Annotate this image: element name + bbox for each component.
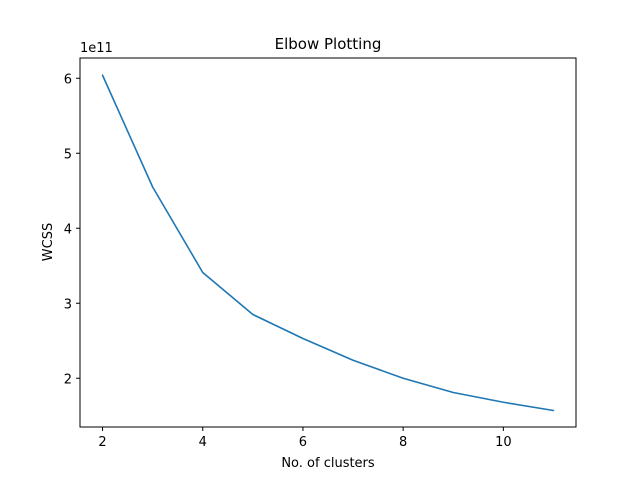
y-tick-label: 4 [64,222,72,237]
y-axis-ticks: 2 3 4 5 6 [64,72,80,387]
x-tick-label: 2 [98,435,106,450]
series-layer [101,74,555,412]
y-tick-label: 3 [64,297,72,312]
x-tick-label: 8 [399,435,407,450]
y-axis-label: WCSS [41,223,56,261]
y-axis-offset-label: 1e11 [80,41,113,56]
plot-frame [79,57,577,428]
y-tick-label: 2 [64,372,72,387]
x-axis-label: No. of clusters [281,456,375,471]
chart-title: Elbow Plotting [275,35,382,53]
x-tick-label: 6 [299,435,307,450]
x-axis-ticks: 2 4 6 8 10 [98,427,512,450]
x-tick-label: 4 [199,435,207,450]
y-tick-label: 6 [64,72,72,87]
x-tick-label: 10 [495,435,512,450]
y-tick-label: 5 [64,147,72,162]
wcss-series-line [101,74,555,412]
